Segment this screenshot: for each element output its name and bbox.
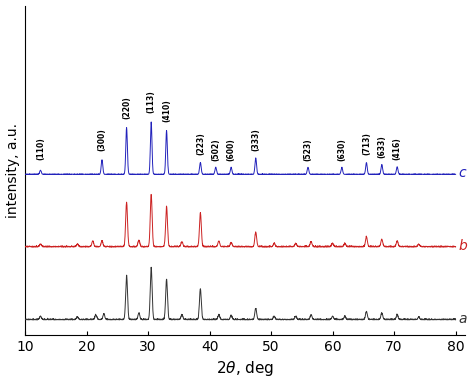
Text: (333): (333) bbox=[251, 128, 260, 151]
Text: (220): (220) bbox=[122, 96, 131, 119]
Text: (630): (630) bbox=[337, 138, 346, 161]
Text: (600): (600) bbox=[227, 138, 236, 161]
X-axis label: $2\theta$, deg: $2\theta$, deg bbox=[216, 359, 274, 379]
Text: (110): (110) bbox=[36, 137, 45, 160]
Text: c: c bbox=[459, 166, 466, 180]
Text: (300): (300) bbox=[98, 128, 107, 151]
Text: (416): (416) bbox=[392, 137, 401, 160]
Text: a: a bbox=[459, 312, 467, 326]
Text: (713): (713) bbox=[362, 132, 371, 156]
Text: (223): (223) bbox=[196, 132, 205, 155]
Text: (113): (113) bbox=[146, 91, 155, 113]
Text: b: b bbox=[459, 239, 467, 253]
Text: (502): (502) bbox=[211, 138, 220, 161]
Text: (633): (633) bbox=[377, 135, 386, 158]
Text: (410): (410) bbox=[162, 99, 171, 122]
Y-axis label: intensity, a.u.: intensity, a.u. bbox=[6, 123, 19, 218]
Text: (523): (523) bbox=[303, 138, 312, 161]
